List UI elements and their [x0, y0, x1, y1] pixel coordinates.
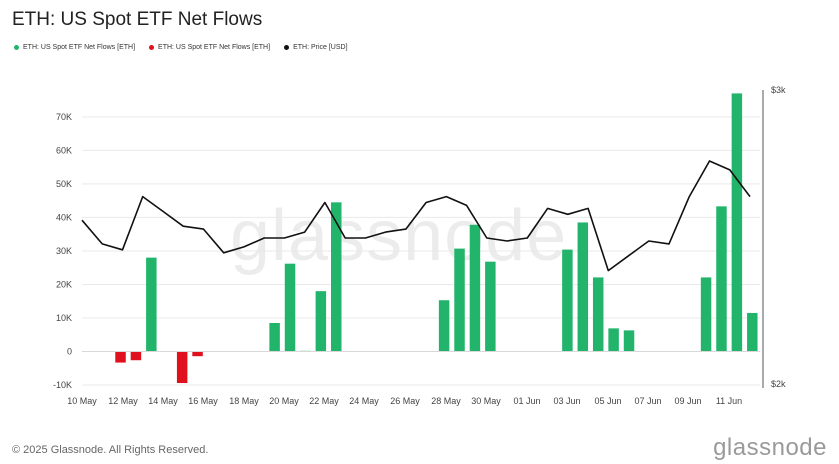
y2-tick-label: $2k: [771, 379, 786, 389]
flow-bar: [608, 328, 619, 352]
y-tick-label: 60K: [56, 145, 72, 155]
flow-bar: [115, 351, 126, 363]
flow-bar: [454, 248, 465, 352]
y-tick-label: 20K: [56, 279, 72, 289]
y2-tick-label: $3k: [771, 85, 786, 95]
price-line: [81, 160, 751, 272]
x-tick-label: 16 May: [188, 396, 218, 406]
flow-bar: [485, 261, 496, 352]
x-tick-label: 30 May: [471, 396, 501, 406]
x-tick-label: 01 Jun: [513, 396, 540, 406]
x-tick-label: 20 May: [269, 396, 299, 406]
x-tick-label: 12 May: [108, 396, 138, 406]
legend-label: ETH: US Spot ETF Net Flows [ETH]: [23, 44, 136, 51]
legend-dot-green: [14, 45, 19, 50]
x-tick-label: 03 Jun: [553, 396, 580, 406]
y-tick-label: 70K: [56, 112, 72, 122]
flow-bar: [192, 351, 203, 357]
flow-bar: [731, 93, 743, 352]
flow-bar: [146, 257, 157, 352]
y-tick-label: 30K: [56, 246, 72, 256]
legend-label: ETH: Price [USD]: [293, 44, 348, 51]
y-tick-label: 50K: [56, 179, 72, 189]
flow-bar: [269, 323, 280, 352]
legend-item-price[interactable]: ETH: Price [USD]: [284, 44, 348, 51]
flow-bar: [331, 202, 342, 352]
copyright-footer: © 2025 Glassnode. All Rights Reserved.: [12, 444, 209, 456]
flow-bar: [577, 222, 589, 352]
flow-bar: [700, 277, 712, 352]
y-tick-label: 0: [67, 347, 72, 357]
flow-bar: [469, 224, 481, 352]
legend-label: ETH: US Spot ETF Net Flows [ETH]: [158, 44, 271, 51]
flow-bar: [562, 249, 573, 352]
brand-logo: glassnode: [713, 434, 827, 461]
x-tick-label: 07 Jun: [634, 396, 661, 406]
page-title: ETH: US Spot ETF Net Flows: [12, 9, 263, 30]
x-tick-label: 24 May: [349, 396, 379, 406]
legend-dot-black: [284, 45, 290, 50]
x-tick-label: 26 May: [390, 396, 420, 406]
flow-bar: [176, 351, 188, 384]
flow-bar: [623, 330, 635, 352]
legend-dot-red: [149, 45, 155, 50]
x-tick-label: 10 May: [67, 396, 97, 406]
flow-bar: [130, 351, 142, 361]
legend-item-flows-positive[interactable]: ETH: US Spot ETF Net Flows [ETH]: [14, 44, 135, 51]
legend: ETH: US Spot ETF Net Flows [ETH] ETH: US…: [14, 44, 348, 51]
legend-item-flows-negative[interactable]: ETH: US Spot ETF Net Flows [ETH]: [149, 44, 270, 51]
flow-bar: [315, 291, 327, 352]
y-tick-label: 40K: [56, 212, 72, 222]
flow-bar: [438, 300, 450, 352]
y-tick-label: 10K: [56, 313, 72, 323]
flow-bar: [747, 312, 758, 352]
x-tick-label: 22 May: [309, 396, 339, 406]
x-tick-label: 18 May: [229, 396, 259, 406]
flow-bar: [592, 277, 604, 352]
x-tick-label: 11 Jun: [716, 396, 742, 406]
x-tick-label: 05 Jun: [594, 396, 621, 406]
flow-bar: [284, 263, 296, 352]
flow-bar: [716, 206, 727, 352]
x-tick-label: 14 May: [148, 396, 178, 406]
y-tick-label: -10K: [53, 380, 72, 390]
x-tick-label: 28 May: [431, 396, 461, 406]
x-tick-label: 09 Jun: [674, 396, 701, 406]
